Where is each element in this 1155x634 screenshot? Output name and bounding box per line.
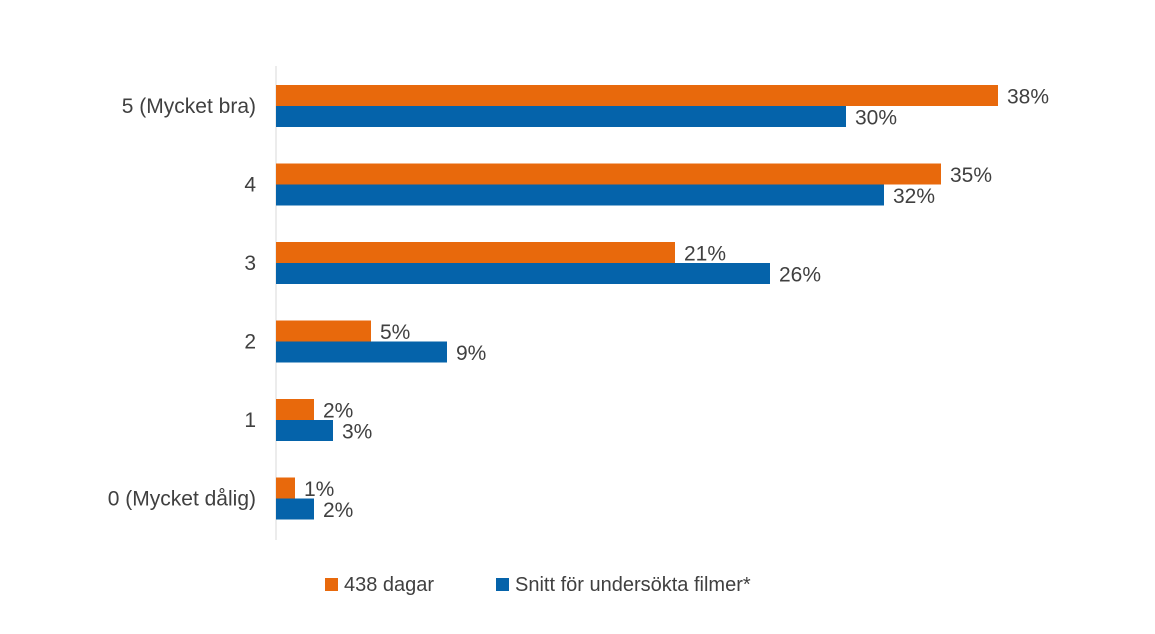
bar-series2-0-mycket-d-lig [276, 498, 314, 520]
data-label-series1-4: 35% [950, 164, 992, 187]
data-label-series2-3: 26% [779, 264, 821, 287]
legend-swatch-series1 [325, 578, 338, 591]
data-label-series1-3: 21% [684, 243, 726, 266]
data-label-series1-1: 2% [323, 400, 353, 423]
bar-series2-3 [276, 263, 770, 284]
data-label-series2-0-mycket-d-lig: 2% [323, 499, 353, 522]
data-label-series1-2: 5% [380, 321, 410, 344]
category-label-2: 2 [244, 331, 256, 354]
legend-label-series2: Snitt för undersökta filmer* [515, 574, 751, 596]
bar-series1-5-mycket-bra [276, 85, 998, 106]
category-label-1: 1 [244, 409, 256, 432]
legend-label-series1: 438 dagar [344, 574, 434, 596]
category-label-3: 3 [244, 252, 256, 275]
bar-series2-1 [276, 420, 333, 441]
bar-series1-4 [276, 163, 941, 185]
data-label-series1-0-mycket-d-lig: 1% [304, 478, 334, 501]
bar-series1-1 [276, 399, 314, 420]
bar-series1-0-mycket-d-lig [276, 477, 295, 499]
data-label-series2-1: 3% [342, 421, 372, 444]
data-label-series2-5-mycket-bra: 30% [855, 107, 897, 130]
bar-series2-4 [276, 184, 884, 206]
category-label-4: 4 [244, 174, 256, 197]
bar-series1-3 [276, 242, 675, 263]
data-label-series1-5-mycket-bra: 38% [1007, 86, 1049, 109]
category-label-0-mycket-d-lig: 0 (Mycket dålig) [108, 488, 256, 511]
labels-group: 5 (Mycket bra) 38% 30% 4 35% 32% 3 21% 26% 2 5% 9% 1… [108, 86, 1049, 523]
legend: 438 dagar Snitt för undersökta filmer* [325, 574, 751, 596]
bar-series2-5-mycket-bra [276, 106, 846, 127]
bars-group [276, 85, 998, 520]
bar-series1-2 [276, 320, 371, 342]
bar-series2-2 [276, 341, 447, 363]
category-label-5-mycket-bra: 5 (Mycket bra) [122, 95, 256, 118]
data-label-series2-2: 9% [456, 342, 486, 365]
data-label-series2-4: 32% [893, 185, 935, 208]
legend-swatch-series2 [496, 578, 509, 591]
